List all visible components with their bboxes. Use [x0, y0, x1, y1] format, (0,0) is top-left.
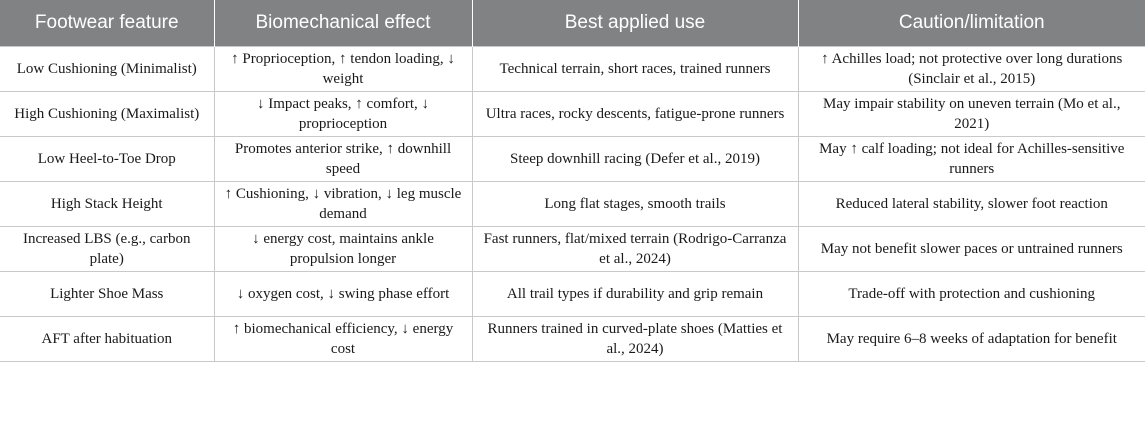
cell-use: All trail types if durability and grip r… — [471, 271, 799, 317]
table-body: Low Cushioning (Minimalist) ↑ Propriocep… — [0, 46, 1145, 362]
cell-effect: ↓ oxygen cost, ↓ swing phase effort — [213, 271, 473, 317]
cell-feature: Low Cushioning (Minimalist) — [0, 46, 215, 92]
cell-use: Ultra races, rocky descents, fatigue-pro… — [471, 91, 799, 137]
cell-caution: Reduced lateral stability, slower foot r… — [797, 181, 1145, 227]
cell-use: Runners trained in curved-plate shoes (M… — [471, 316, 799, 362]
header-best-applied-use: Best applied use — [471, 0, 798, 47]
table-row: Lighter Shoe Mass ↓ oxygen cost, ↓ swing… — [0, 271, 1145, 317]
cell-effect: ↑ Proprioception, ↑ tendon loading, ↓ we… — [213, 46, 473, 92]
table-row: Low Heel-to-Toe Drop Promotes anterior s… — [0, 136, 1145, 182]
cell-feature: Low Heel-to-Toe Drop — [0, 136, 215, 182]
cell-effect: ↓ energy cost, maintains ankle propulsio… — [213, 226, 473, 272]
header-row: Footwear feature Biomechanical effect Be… — [0, 0, 1145, 47]
cell-use: Long flat stages, smooth trails — [471, 181, 799, 227]
cell-feature: Lighter Shoe Mass — [0, 271, 215, 317]
cell-effect: ↓ Impact peaks, ↑ comfort, ↓ propriocept… — [213, 91, 473, 137]
cell-use: Fast runners, flat/mixed terrain (Rodrig… — [471, 226, 799, 272]
cell-effect: Promotes anterior strike, ↑ downhill spe… — [213, 136, 473, 182]
cell-use: Steep downhill racing (Defer et al., 201… — [471, 136, 799, 182]
table-header: Footwear feature Biomechanical effect Be… — [0, 0, 1145, 47]
header-footwear-feature: Footwear feature — [0, 0, 214, 47]
cell-caution: Trade-off with protection and cushioning — [797, 271, 1145, 317]
cell-caution: May impair stability on uneven terrain (… — [797, 91, 1145, 137]
cell-caution: ↑ Achilles load; not protective over lon… — [797, 46, 1145, 92]
table-row: High Stack Height ↑ Cushioning, ↓ vibrat… — [0, 181, 1145, 227]
cell-feature: High Stack Height — [0, 181, 215, 227]
table-row: AFT after habituation ↑ biomechanical ef… — [0, 316, 1145, 362]
cell-caution: May not benefit slower paces or untraine… — [797, 226, 1145, 272]
table-row: Low Cushioning (Minimalist) ↑ Propriocep… — [0, 46, 1145, 92]
cell-use: Technical terrain, short races, trained … — [471, 46, 799, 92]
cell-feature: High Cushioning (Maximalist) — [0, 91, 215, 137]
cell-feature: Increased LBS (e.g., carbon plate) — [0, 226, 215, 272]
table-row: High Cushioning (Maximalist) ↓ Impact pe… — [0, 91, 1145, 137]
cell-caution: May ↑ calf loading; not ideal for Achill… — [797, 136, 1145, 182]
cell-effect: ↑ Cushioning, ↓ vibration, ↓ leg muscle … — [213, 181, 473, 227]
header-biomechanical-effect: Biomechanical effect — [213, 0, 472, 47]
header-caution-limitation: Caution/limitation — [797, 0, 1145, 47]
cell-feature: AFT after habituation — [0, 316, 215, 362]
footwear-table: Footwear feature Biomechanical effect Be… — [0, 0, 1145, 362]
cell-effect: ↑ biomechanical efficiency, ↓ energy cos… — [213, 316, 473, 362]
table-row: Increased LBS (e.g., carbon plate) ↓ ene… — [0, 226, 1145, 272]
cell-caution: May require 6–8 weeks of adaptation for … — [797, 316, 1145, 362]
